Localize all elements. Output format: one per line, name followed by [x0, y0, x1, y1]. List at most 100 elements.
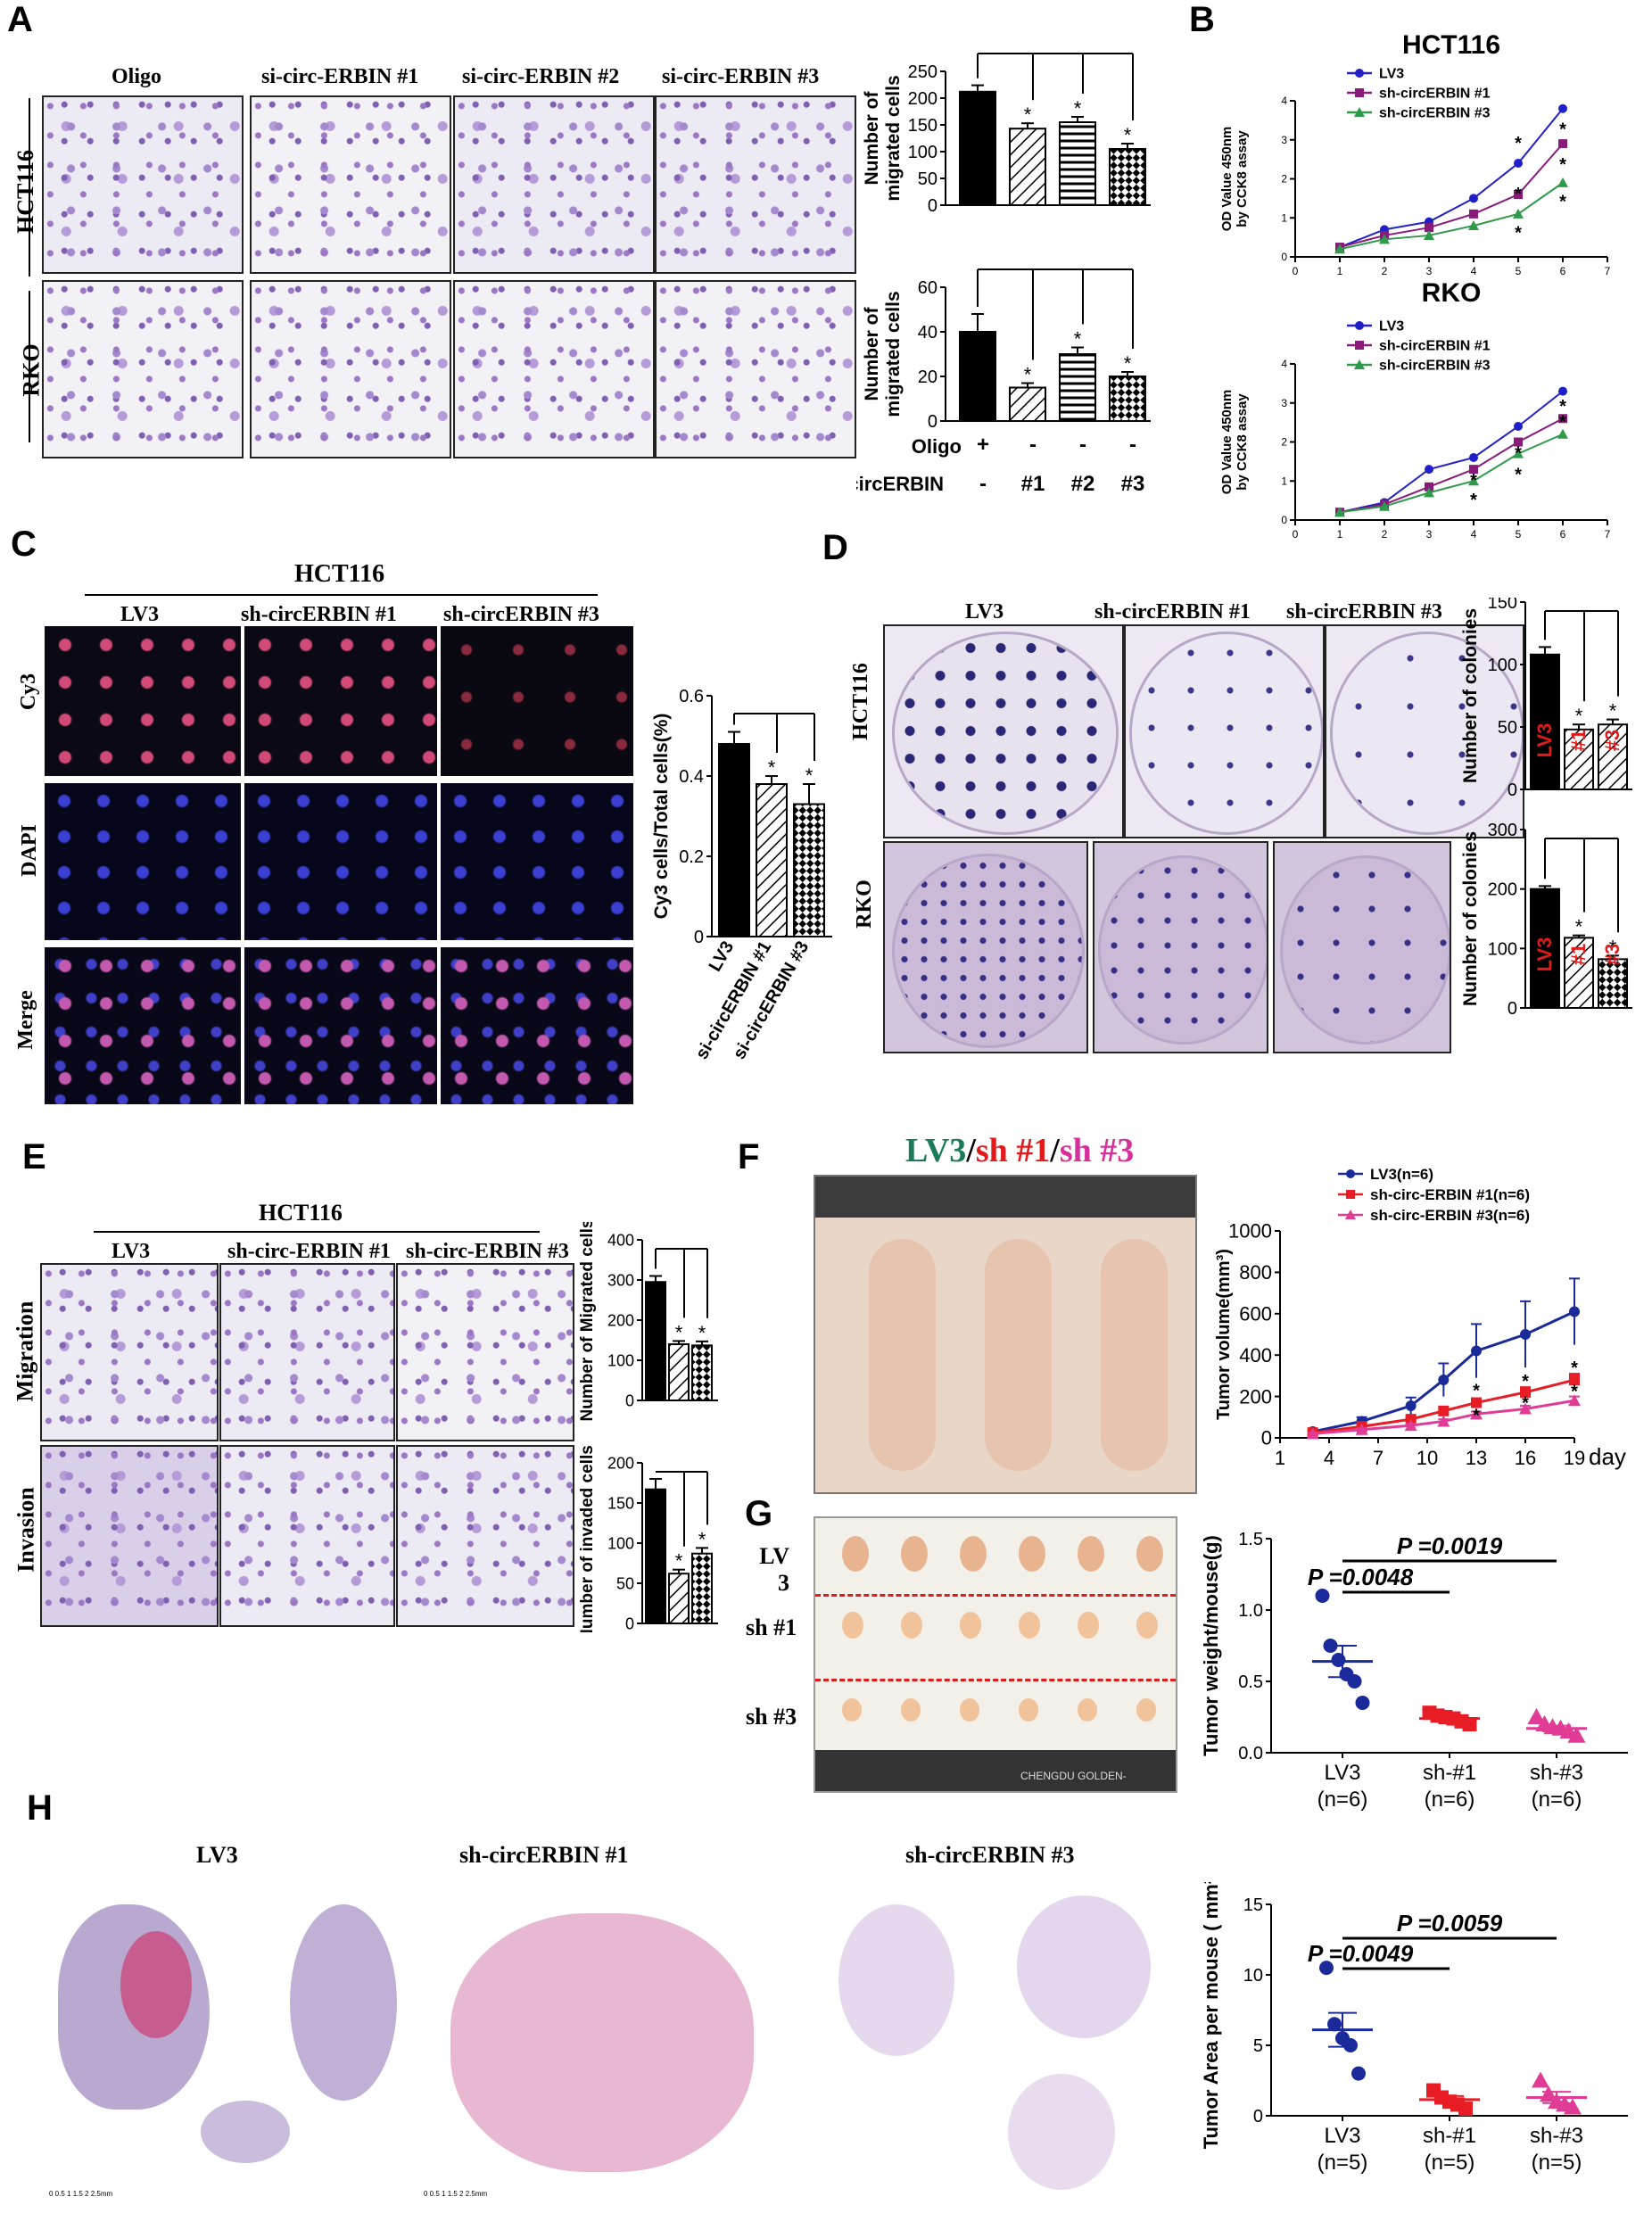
h-lv3-lobe-2 — [290, 1904, 397, 2101]
d-image-rko-lv3 — [883, 841, 1088, 1053]
y-tick-label: 40 — [918, 323, 938, 343]
data-point — [1343, 2038, 1358, 2052]
d-row-hct116: HCT116 — [848, 663, 872, 740]
bar-label: LV3 — [1533, 723, 1556, 758]
y-tick-label: 1.0 — [1238, 1601, 1263, 1621]
x-tick-label: 16 — [1515, 1447, 1536, 1469]
y-tick-label: 5 — [1253, 2036, 1263, 2056]
y-tick-label: 0 — [1253, 2107, 1263, 2126]
d-image-hct116-sh3 — [1325, 624, 1524, 838]
tumor-specimen — [1019, 1536, 1045, 1572]
panel-label-c: C — [11, 524, 37, 564]
category-label: (n=6) — [1317, 1788, 1368, 1812]
significance-mark: * — [1571, 1383, 1578, 1402]
c-image-merge-sh3 — [439, 945, 635, 1106]
a-xlabel-oligo-name: Oligo — [912, 435, 962, 458]
data-point — [1334, 507, 1345, 517]
e-col-sh1: sh-circ-ERBIN #1 — [227, 1240, 391, 1263]
significance-mark: * — [1024, 364, 1032, 386]
h-scale-lv3: 0 0.5 1 1.5 2 2.5mm — [49, 2190, 113, 2198]
data-point — [1558, 414, 1567, 424]
c-image-cy3-sh1 — [243, 624, 439, 778]
x-tick-label: 19 — [1564, 1447, 1585, 1469]
data-point — [1469, 465, 1478, 475]
significance-mark: * — [1515, 224, 1522, 244]
x-tick-label: 5 — [1516, 528, 1522, 541]
data-point — [1520, 1386, 1531, 1398]
series-line — [1339, 390, 1564, 514]
data-point — [1567, 1726, 1586, 1743]
data-point — [1425, 223, 1433, 233]
y-tick-label: 300 — [607, 1271, 634, 1289]
data-point — [1569, 1306, 1580, 1317]
a-xlabel-oligo-v1: - — [1029, 433, 1037, 457]
y-tick-label: 200 — [607, 1454, 634, 1472]
g-divider-1 — [815, 1594, 1176, 1597]
category-label: (n=5) — [1532, 2151, 1582, 2175]
significance-mark: * — [1124, 124, 1132, 146]
data-point — [1351, 2066, 1366, 2081]
y-tick-label: 0.4 — [679, 767, 704, 787]
data-point — [1355, 1696, 1370, 1710]
legend-label: sh-circERBIN #1 — [1379, 87, 1491, 102]
data-point — [1564, 2098, 1582, 2115]
x-tick-label: 2 — [1382, 265, 1388, 277]
e-title: HCT116 — [259, 1200, 343, 1226]
significance-mark: * — [1124, 352, 1132, 375]
y-tick-label: 300 — [1488, 821, 1517, 840]
data-point — [1514, 437, 1523, 447]
data-point — [1471, 1397, 1482, 1408]
y-axis-label: Number of Migrated cells — [578, 1222, 597, 1422]
a-xlabel-oligo-v0: + — [977, 433, 989, 457]
c-image-cy3-sh3 — [439, 624, 635, 778]
c-col-lv3: LV3 — [120, 603, 160, 626]
bar — [1564, 937, 1594, 1010]
y-tick-label: 50 — [1498, 718, 1517, 738]
y-tick-label: 1000 — [1228, 1220, 1272, 1243]
data-point — [1404, 1419, 1417, 1432]
tumor-specimen — [1078, 1612, 1099, 1639]
data-point — [1425, 465, 1433, 475]
bar — [1109, 148, 1146, 206]
f-chart-svg: 1 4 7 10 13 16 19 0 200 400 600 800 1000 Tumor volume… — [1214, 1166, 1626, 1470]
d-dish-hct116-lv3 — [892, 632, 1119, 835]
c-row-dapi: DAPI — [17, 824, 41, 877]
data-point — [1405, 1400, 1417, 1412]
data-point — [1540, 2085, 1557, 2102]
y-tick-label: 200 — [1239, 1385, 1272, 1408]
d-image-rko-sh1 — [1093, 841, 1268, 1053]
legend-label: LV3 — [1379, 319, 1404, 334]
category-label: (n=6) — [1532, 1788, 1582, 1812]
data-point — [1468, 475, 1479, 486]
a-image-rko-si1 — [250, 280, 451, 458]
y-axis-label: migrated cells — [883, 291, 904, 417]
p-value-label: P =0.0059 — [1397, 1910, 1503, 1936]
series-line — [1339, 143, 1564, 249]
f-photo-title: LV3/sh #1/sh #3 — [905, 1131, 1134, 1170]
data-point — [1514, 422, 1523, 431]
bar — [668, 1573, 690, 1625]
legend-label: sh-circ-ERBIN #1(n=6) — [1370, 1186, 1530, 1203]
bar — [691, 1344, 713, 1402]
x-axis-label: day — [1589, 1443, 1626, 1470]
legend-marker — [1346, 1190, 1355, 1199]
y-axis-label: Number of colonies — [1460, 831, 1481, 1006]
panel-label-h: H — [27, 1788, 53, 1828]
x-tick-label: 10 — [1417, 1447, 1438, 1469]
y-tick-label: 0 — [1507, 999, 1517, 1019]
y-axis-label: OD Value 450nm — [1219, 127, 1235, 232]
chart-e-migration: 0 100 200 300 400 Number of Migrated cells * * — [578, 1222, 718, 1422]
bar — [1059, 121, 1096, 206]
y-tick-label: 0.2 — [679, 847, 704, 867]
bar-label: LV3 — [1533, 937, 1556, 972]
c-image-dapi-sh3 — [439, 781, 635, 942]
a-image-rko-si3 — [655, 280, 856, 458]
y-tick-label: 10 — [1243, 1966, 1263, 1986]
e-row-invasion: Invasion — [12, 1487, 39, 1573]
p-value-label: P =0.0048 — [1308, 1564, 1414, 1590]
h-scale-sh1: 0 0.5 1 1.5 2 2.5mm — [424, 2190, 488, 2198]
bar — [1109, 376, 1146, 422]
tumor-specimen — [960, 1698, 979, 1722]
data-point — [1520, 1329, 1531, 1340]
